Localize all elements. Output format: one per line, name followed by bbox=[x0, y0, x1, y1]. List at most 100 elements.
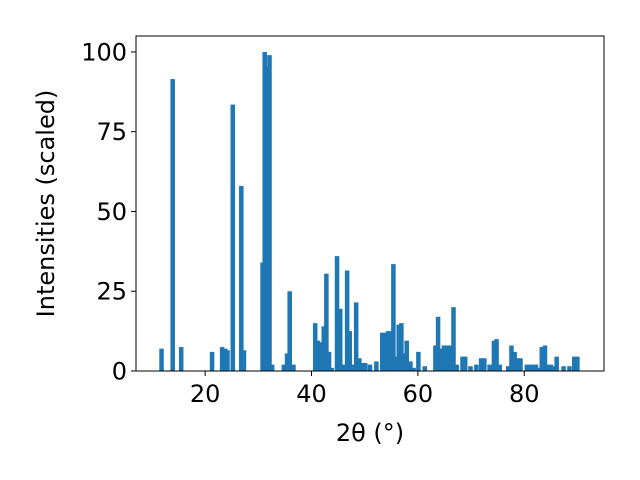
bar bbox=[506, 366, 511, 371]
bar bbox=[388, 331, 393, 371]
bar bbox=[408, 361, 413, 371]
bar bbox=[321, 326, 326, 371]
bar bbox=[518, 358, 523, 371]
y-tick-label: 50 bbox=[96, 198, 127, 226]
bar bbox=[318, 342, 324, 371]
bar bbox=[575, 356, 580, 371]
bar bbox=[324, 273, 329, 371]
bar bbox=[357, 358, 362, 371]
x-tick-label: 40 bbox=[296, 380, 327, 408]
bar bbox=[404, 340, 409, 371]
bar bbox=[326, 351, 332, 371]
bar bbox=[435, 316, 441, 371]
bar bbox=[170, 79, 175, 371]
bar bbox=[239, 185, 244, 371]
bar bbox=[379, 332, 385, 371]
y-tick-label: 0 bbox=[112, 358, 127, 386]
bar bbox=[438, 348, 443, 371]
bar bbox=[509, 345, 514, 371]
bar bbox=[269, 364, 275, 371]
bar bbox=[462, 356, 468, 371]
bar bbox=[491, 340, 497, 371]
bar bbox=[567, 366, 572, 371]
bar bbox=[350, 364, 356, 371]
bar bbox=[515, 358, 520, 371]
bar bbox=[315, 340, 321, 371]
bar bbox=[533, 364, 539, 371]
bar bbox=[487, 364, 492, 371]
bar bbox=[312, 323, 318, 371]
bar bbox=[209, 351, 215, 371]
bar bbox=[512, 351, 517, 371]
bar bbox=[416, 351, 421, 371]
bar bbox=[391, 264, 396, 371]
bar bbox=[411, 367, 416, 371]
x-axis-ticks: 20 40 60 80 bbox=[190, 371, 540, 408]
bar bbox=[445, 345, 450, 371]
bar bbox=[267, 55, 272, 371]
bar bbox=[337, 308, 343, 371]
bar bbox=[287, 291, 292, 371]
bar bbox=[448, 345, 454, 371]
bar bbox=[344, 270, 350, 371]
bar bbox=[539, 347, 545, 371]
bar bbox=[497, 364, 503, 371]
bar bbox=[219, 347, 225, 371]
bar bbox=[347, 331, 353, 371]
y-tick-label: 100 bbox=[81, 38, 127, 66]
y-axis-label: Intensities (scaled) bbox=[32, 90, 60, 318]
bar bbox=[362, 363, 368, 371]
x-axis-label: 2θ (°) bbox=[336, 419, 404, 447]
bar bbox=[422, 366, 428, 371]
bar bbox=[241, 350, 247, 371]
bar bbox=[401, 353, 407, 371]
bar bbox=[385, 331, 391, 371]
bar bbox=[494, 339, 499, 371]
bar bbox=[374, 361, 379, 371]
bar bbox=[340, 364, 346, 371]
bar bbox=[230, 104, 236, 371]
bar bbox=[545, 364, 550, 371]
plot-frame bbox=[135, 35, 605, 372]
bar bbox=[383, 332, 388, 371]
bar-series bbox=[159, 51, 580, 371]
bar bbox=[433, 345, 438, 371]
y-tick-label: 75 bbox=[96, 118, 127, 146]
x-tick-label: 20 bbox=[190, 380, 221, 408]
bar bbox=[451, 307, 456, 371]
bar bbox=[524, 364, 530, 371]
bar bbox=[554, 356, 559, 371]
bar bbox=[474, 364, 479, 371]
bar bbox=[334, 256, 340, 371]
bar bbox=[548, 364, 554, 371]
bar bbox=[367, 364, 373, 371]
bar bbox=[441, 345, 447, 371]
y-tick-label: 25 bbox=[96, 278, 127, 306]
bar bbox=[561, 366, 566, 371]
bar bbox=[281, 364, 287, 371]
bar bbox=[159, 348, 164, 371]
bar bbox=[527, 364, 533, 371]
bar bbox=[396, 324, 401, 371]
bar bbox=[291, 364, 296, 371]
bar bbox=[225, 350, 230, 371]
bar bbox=[542, 345, 548, 371]
bar bbox=[329, 367, 334, 371]
bar bbox=[262, 51, 267, 371]
bar bbox=[454, 364, 459, 371]
bar bbox=[571, 356, 577, 371]
bar bbox=[353, 302, 359, 371]
bar bbox=[393, 356, 399, 371]
bar bbox=[551, 366, 556, 371]
y-axis-ticks: 0 25 50 75 100 bbox=[81, 38, 136, 386]
bar bbox=[284, 353, 290, 371]
bar bbox=[531, 364, 536, 371]
bar bbox=[399, 323, 404, 371]
bar bbox=[482, 358, 487, 371]
bar bbox=[360, 363, 365, 371]
bar bbox=[478, 358, 484, 371]
bar bbox=[468, 366, 473, 371]
bar bbox=[460, 356, 465, 371]
